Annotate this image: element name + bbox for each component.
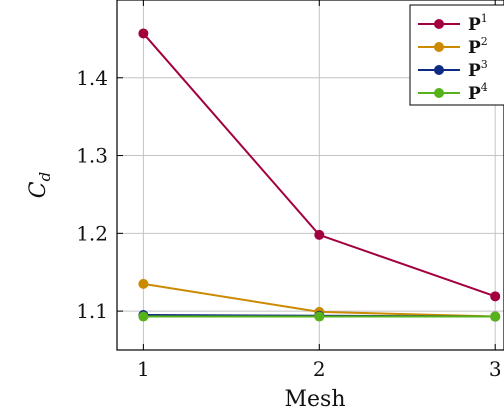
legend-swatch-marker [434,65,444,75]
legend-label-main: P [468,61,481,81]
data-point [490,311,501,322]
y-tick-label: 1.4 [76,66,108,90]
legend-label: P4 [468,81,488,104]
legend-label-main: P [468,38,481,58]
legend-label: P3 [468,58,488,81]
data-point [314,311,325,322]
legend-label: P2 [468,35,488,58]
legend-label-sup: 3 [481,58,488,71]
y-axis-title-main: C [26,181,51,198]
data-point [490,291,501,302]
legend-label-sup: 4 [481,81,488,94]
data-point [314,229,325,240]
y-axis-title-text: Cd [26,172,54,198]
plot-frame [116,0,504,351]
y-axis-title: Cd [26,172,54,198]
legend-swatch-marker [434,19,444,29]
y-tick-label: 1.2 [76,221,108,245]
legend-swatch-marker [434,42,444,52]
x-axis-title: Mesh [284,387,345,412]
y-axis-title-sub: d [36,172,54,182]
y-tick-label: 1.3 [76,144,108,168]
legend-label: P1 [468,12,488,35]
legend-label-main: P [468,84,481,104]
x-tick-label: 2 [313,357,326,381]
tick-layer: 1 2 3 1.1 1.2 1.3 1.4 [76,0,502,381]
legend-label-main: P [468,15,481,35]
x-tick-label: 1 [137,357,150,381]
data-point [138,278,149,289]
legend-box [409,4,504,106]
x-axis-title-text: Mesh [284,387,345,412]
data-point [138,311,149,322]
legend-swatch-marker [434,88,444,98]
x-tick-label: 3 [489,357,502,381]
legend-label-sup: 2 [481,35,488,48]
series-layer [138,28,501,322]
legend-label-sup: 1 [481,12,488,25]
data-point [138,28,149,39]
y-tick-label: 1.1 [76,299,108,323]
